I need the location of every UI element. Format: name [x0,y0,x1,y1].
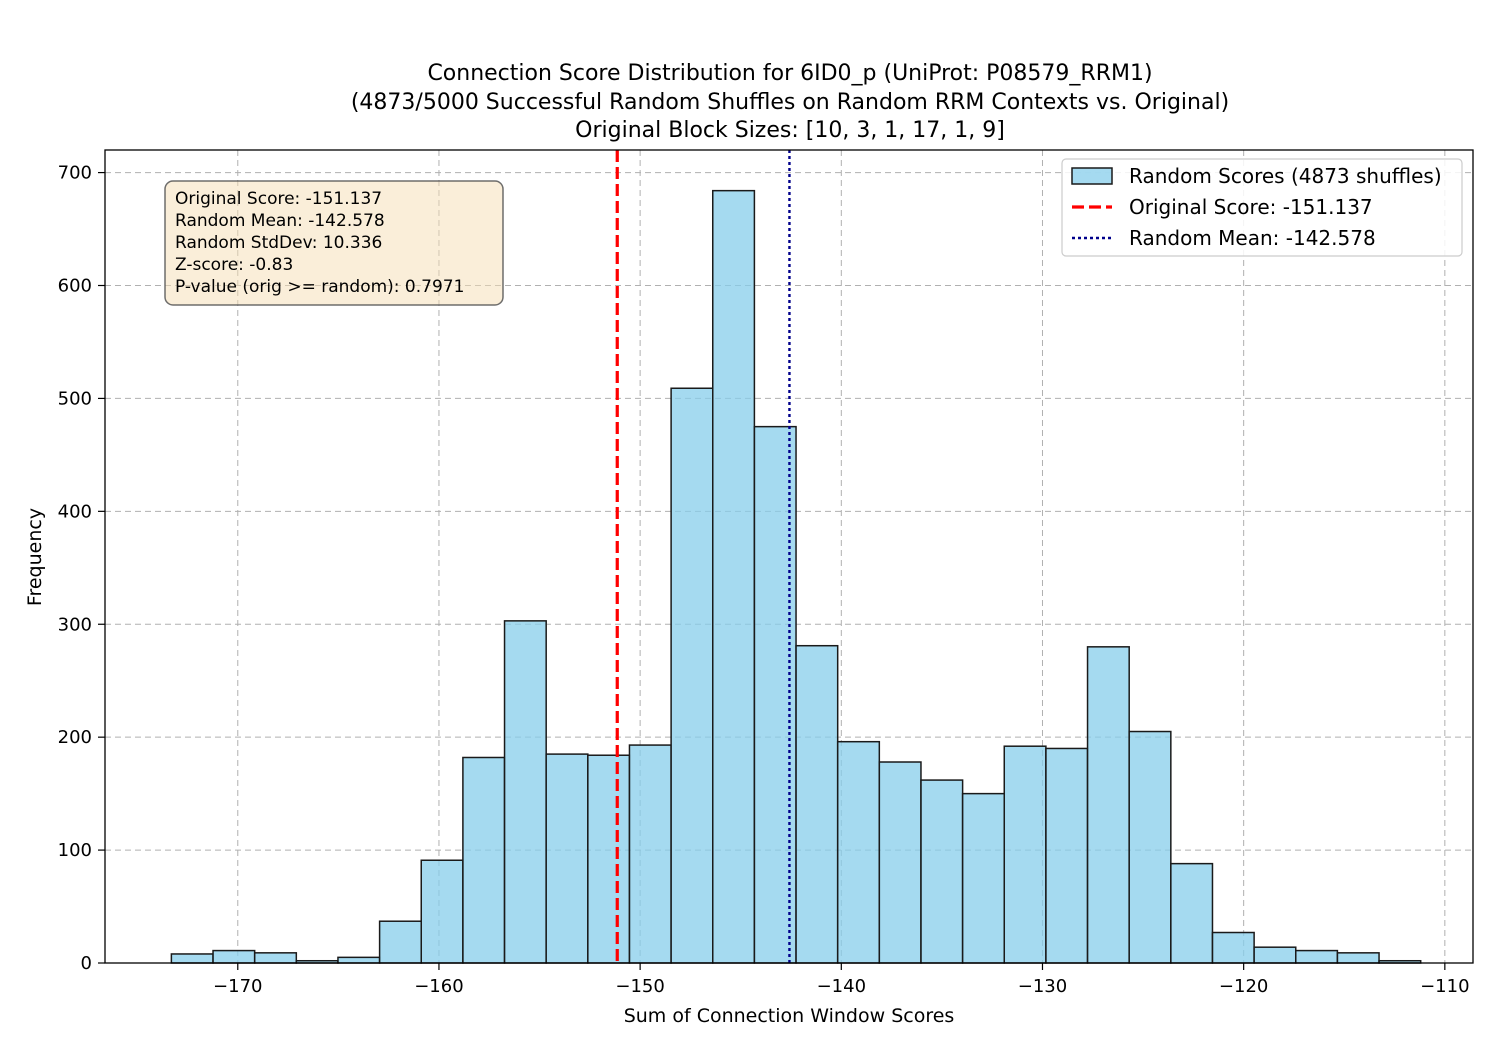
x-tick-label-4: −130 [1018,976,1067,997]
legend-frame [1061,158,1463,257]
histogram-bar-28 [1336,952,1380,964]
legend-swatch-random-scores [1071,167,1113,185]
histogram-bar-24 [1170,862,1214,964]
legend-label-random-mean: Random Mean: -142.578 [1129,226,1376,250]
y-tick-label-3: 300 [58,614,92,635]
x-tick-label-6: −110 [1420,976,1469,997]
histogram-bar-9 [545,753,589,964]
histogram-bar-12 [670,387,714,964]
chart-title: Connection Score Distribution for 6ID0_p… [351,61,1229,143]
stats-z-score: Z-score: -0.83 [175,255,293,275]
histogram-bar-22 [1086,646,1130,964]
title-line-3: Original Block Sizes: [10, 3, 1, 17, 1, … [575,118,1005,143]
stats-original-score: Original Score: -151.137 [175,189,382,209]
histogram-bar-11 [628,744,672,964]
x-axis-ticks: −170 −160 −150 −140 −130 −120 −110 [213,963,1470,997]
x-tick-label-2: −150 [615,976,664,997]
histogram-bar-1 [212,949,256,964]
histogram-bar-13 [712,189,756,964]
x-tick-label-1: −160 [414,976,463,997]
y-axis-ticks: 0 100 200 300 400 500 600 700 [58,163,105,974]
plot-frame [104,149,1474,964]
y-axis-label: Frequency [24,508,46,606]
histogram-bar-4 [337,956,381,964]
x-axis-label: Sum of Connection Window Scores [624,1005,955,1027]
histogram-bar-8 [503,620,547,964]
title-line-1: Connection Score Distribution for 6ID0_p… [427,61,1152,86]
legend-label-random-scores: Random Scores (4873 shuffles) [1129,164,1442,188]
stats-box: Original Score: -151.137 Random Mean: -1… [164,180,504,306]
histogram-bar-17 [878,761,922,964]
y-tick-label-5: 500 [58,388,92,409]
histogram-bar-21 [1045,747,1089,964]
y-tick-label-4: 400 [58,501,92,522]
histogram-bar-16 [836,740,881,964]
histogram-bar-10 [587,754,631,964]
stats-box-background [164,180,504,306]
histogram-bar-27 [1295,949,1339,964]
histogram-bar-6 [420,859,464,964]
y-tick-label-0: 0 [81,953,92,974]
histogram-bar-23 [1128,730,1172,964]
y-tick-label-6: 600 [58,276,92,297]
legend: Random Scores (4873 shuffles) Original S… [1061,158,1463,257]
stats-random-stddev: Random StdDev: 10.336 [175,233,382,253]
stats-random-mean: Random Mean: -142.578 [175,211,385,231]
histogram-bar-19 [961,792,1006,964]
histogram-bar-15 [795,644,839,964]
histogram-bar-26 [1253,946,1297,964]
title-line-2: (4873/5000 Successful Random Shuffles on… [351,90,1229,115]
histogram-bar-25 [1211,931,1255,964]
histogram-bar-18 [920,779,964,964]
x-tick-label-5: −120 [1219,976,1268,997]
stats-p-value: P-value (orig >= random): 0.7971 [175,277,464,297]
histogram-bar-20 [1003,745,1047,964]
histogram-bar-2 [253,952,298,964]
histogram-bar-5 [378,920,422,964]
histogram-bar-0 [170,953,214,964]
y-tick-label-7: 700 [58,163,92,184]
y-tick-label-2: 200 [58,727,92,748]
histogram-bar-7 [462,756,506,964]
x-tick-label-3: −140 [817,976,866,997]
y-tick-label-1: 100 [58,840,92,861]
histogram-bars [170,189,1422,964]
legend-label-original-score: Original Score: -151.137 [1129,195,1373,219]
x-tick-label-0: −170 [213,976,262,997]
